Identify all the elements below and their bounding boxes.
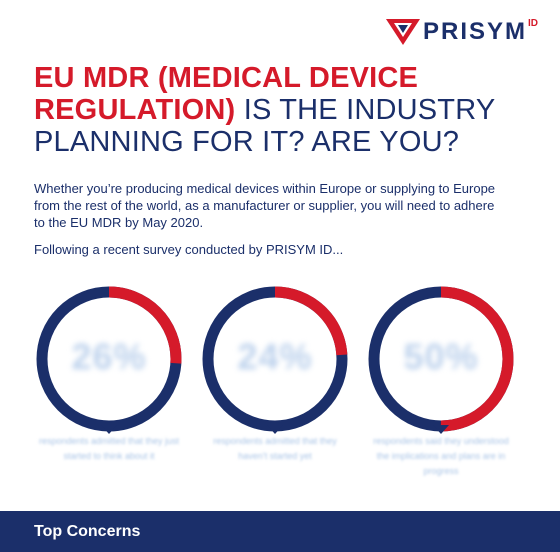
title-rest: IS THE INDUSTRY PLANNING FOR IT? ARE YOU… [34,94,495,158]
stat-block-1: 26% respondents admitted that they just … [34,284,194,461]
stat-caption: respondents said they understood the imp… [373,436,509,476]
ring-progress [202,286,348,432]
stat-caption: respondents admitted that they just star… [38,436,180,461]
prisym-v-mark-icon [385,19,420,45]
logo-suffix: ID [528,18,538,29]
page-title: EU MDR (MEDICAL DEVICE REGULATION) IS TH… [34,62,534,158]
section-title: Top Concerns [34,523,141,540]
stat-value: 50% [403,336,479,377]
ring-pointer [433,425,449,434]
ring-pointer [101,425,117,434]
survey-intro: Following a recent survey conducted by P… [34,242,344,257]
stat-value: 24% [237,336,313,377]
stat-caption: respondents admitted that they haven’t s… [213,436,337,461]
stat-ring-1 [36,286,182,434]
ring-progress [36,286,182,432]
stat-ring-3 [368,286,514,434]
stat-value: 26% [71,336,147,377]
logo-wordmark: PRISYM [422,18,527,45]
stat-block-3: 50% respondents said they understood the… [366,284,526,476]
ring-pointer [267,425,283,434]
stat-ring-2 [202,286,348,434]
top-concerns-bar: Top Concerns [0,511,560,552]
prisym-logo: PRISYM ID [385,17,538,47]
stat-block-2: 24% respondents admitted that they haven… [200,284,360,461]
title-highlight: EU MDR (MEDICAL DEVICE REGULATION) [34,62,419,126]
intro-paragraph: Whether you’re producing medical devices… [34,181,496,230]
